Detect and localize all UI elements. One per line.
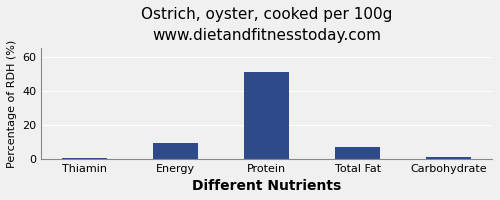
Title: Ostrich, oyster, cooked per 100g
www.dietandfitnesstoday.com: Ostrich, oyster, cooked per 100g www.die…: [141, 7, 393, 43]
Bar: [335, 147, 380, 159]
X-axis label: Different Nutrients: Different Nutrients: [192, 179, 342, 193]
Y-axis label: Percentage of RDH (%): Percentage of RDH (%): [7, 39, 17, 168]
Bar: [426, 157, 472, 159]
Bar: [153, 143, 198, 159]
Bar: [244, 72, 290, 159]
Bar: [62, 158, 108, 159]
